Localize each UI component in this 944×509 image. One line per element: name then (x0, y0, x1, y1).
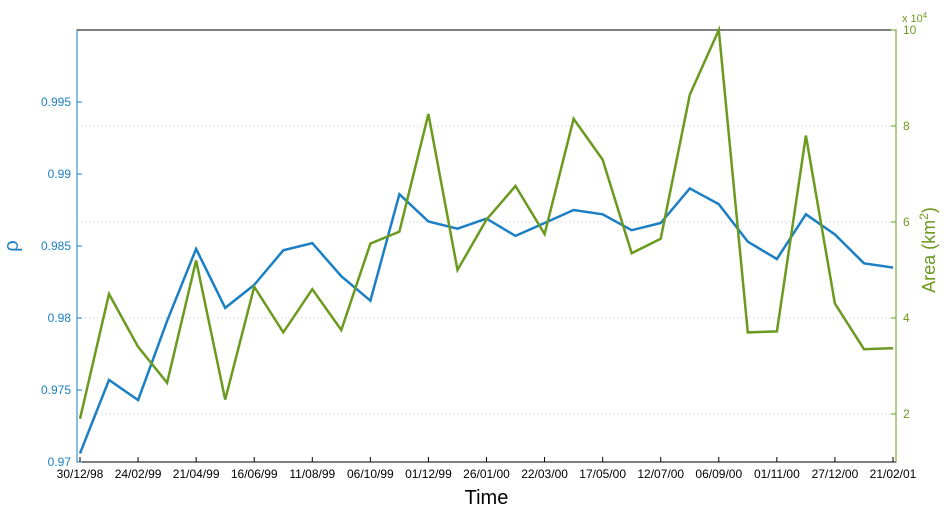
right-axis-title-sup: 2 (917, 213, 931, 220)
left-axis-title: ρ (1, 240, 23, 251)
x-tick-label: 01/12/99 (405, 467, 452, 481)
area-series-line (78, 25, 894, 420)
left-axis-ticks: 0.97 0.975 0.98 0.985 0.99 0.995 (41, 95, 82, 469)
left-tick-label: 0.975 (41, 383, 71, 397)
right-tick-label: 6 (903, 215, 910, 229)
right-tick-label: 8 (903, 119, 910, 133)
left-tick-label: 0.985 (41, 239, 71, 253)
left-tick-label: 0.97 (48, 455, 72, 469)
left-tick-label: 0.99 (48, 167, 72, 181)
right-axis-title-suffix: ) (919, 207, 939, 213)
right-tick-label: 4 (903, 311, 910, 325)
right-tick-label: 10 (903, 23, 917, 37)
x-tick-label: 30/12/98 (57, 467, 104, 481)
right-axis-exponent-base: x 10 (902, 13, 923, 25)
x-tick-label: 24/02/99 (115, 467, 162, 481)
x-tick-label: 27/12/00 (812, 467, 859, 481)
right-axis-exponent: x 104 (902, 11, 928, 26)
series-layer (78, 25, 894, 454)
left-tick-label: 0.98 (48, 311, 72, 325)
x-tick-label: 17/05/00 (579, 467, 626, 481)
x-tick-label: 06/09/00 (695, 467, 742, 481)
right-axis-exponent-sup: 4 (923, 11, 928, 20)
x-axis-title: Time (465, 487, 509, 509)
right-tick-label: 2 (903, 407, 910, 421)
right-axis-ticks: 2 4 6 8 10 (891, 23, 917, 421)
x-tick-label: 26/01/00 (463, 467, 510, 481)
right-axis-title-prefix: Area (km (919, 220, 939, 293)
x-tick-label: 21/04/99 (173, 467, 220, 481)
x-tick-label: 06/10/99 (347, 467, 394, 481)
plot-frame (76, 29, 897, 463)
x-tick-label: 22/03/00 (521, 467, 568, 481)
x-tick-label: 01/11/00 (754, 467, 800, 481)
x-tick-label: 11/08/99 (289, 467, 335, 481)
x-tick-label: 12/07/00 (637, 467, 684, 481)
x-tick-label: 21/02/01 (870, 467, 917, 481)
left-tick-label: 0.995 (41, 95, 71, 109)
x-axis-ticks: 30/12/98 24/02/99 21/04/99 16/06/99 11/08/99… (57, 457, 917, 481)
right-axis-title: Area (km2) (917, 207, 939, 293)
x-tick-label: 16/06/99 (231, 467, 278, 481)
